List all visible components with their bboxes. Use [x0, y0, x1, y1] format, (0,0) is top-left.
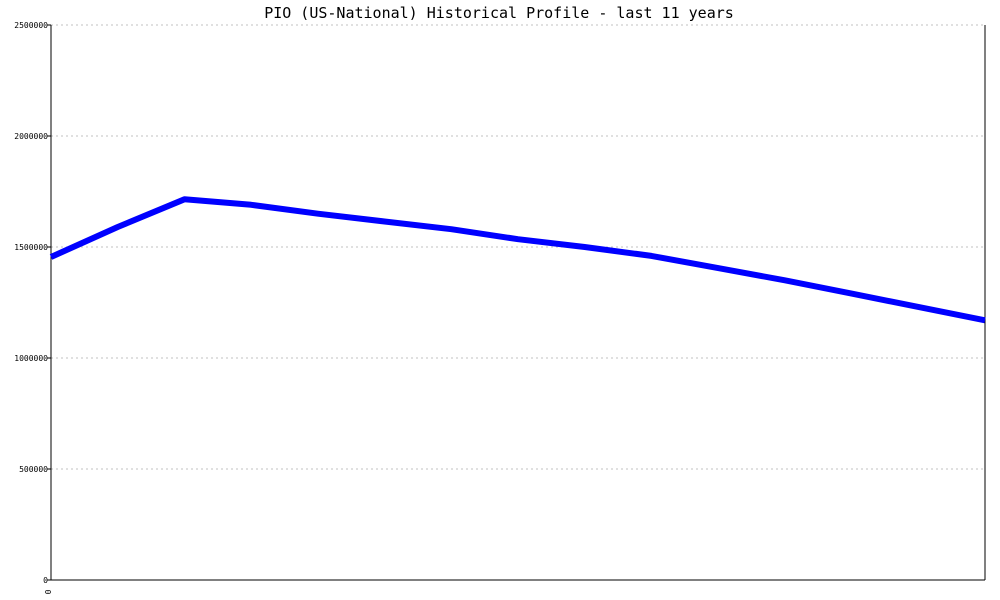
y-tick-label: 2500000 — [14, 21, 48, 30]
y-tick-label: 1500000 — [14, 243, 48, 252]
y-tick-label: 500000 — [19, 465, 48, 474]
series-lines — [49, 196, 986, 324]
y-tick-label: 2000000 — [14, 132, 48, 141]
x-tick-label: 0 — [44, 589, 53, 594]
grid-lines — [51, 24, 985, 470]
y-tick-label: 1000000 — [14, 354, 48, 363]
tick-labels: 0 500000 1000000 1500000 2000000 2500000 0 — [14, 21, 53, 594]
axes — [47, 24, 986, 581]
chart-title: PIO (US-National) Historical Profile - l… — [264, 4, 734, 22]
y-tick-label: 0 — [43, 576, 48, 585]
series-line — [49, 196, 986, 324]
